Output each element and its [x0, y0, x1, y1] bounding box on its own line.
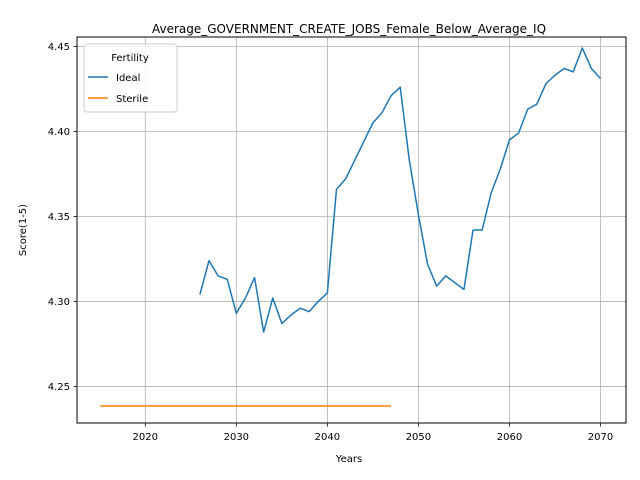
x-tick-label: 2050	[406, 432, 431, 443]
series-line-ideal	[199, 47, 602, 333]
y-tick-label: 4.25	[48, 382, 70, 393]
x-tick-label: 2040	[315, 432, 340, 443]
legend-title: Fertility	[111, 53, 149, 64]
x-axis-label: Years	[335, 454, 362, 465]
y-axis-label: Score(1-5)	[18, 204, 29, 256]
series-lines	[99, 47, 602, 407]
x-tick-label: 2060	[497, 432, 522, 443]
plot-frame	[76, 36, 627, 424]
legend-label-sterile: Sterile	[116, 94, 148, 105]
y-tick-label: 4.35	[48, 212, 70, 223]
legend-box	[83, 43, 178, 113]
legend-label-ideal: Ideal	[116, 73, 140, 84]
x-tick-label: 2070	[588, 432, 613, 443]
x-tick-label: 2020	[133, 432, 158, 443]
ticks: 2020 2030 2040 2050 2060 2070 4.25 4.30 4.35 4.40…	[48, 42, 613, 443]
y-tick-label: 4.40	[48, 127, 70, 138]
grid	[77, 37, 626, 423]
legend: Fertility Ideal Sterile	[83, 43, 178, 113]
y-tick-label: 4.45	[48, 42, 70, 53]
y-tick-label: 4.30	[48, 297, 70, 308]
chart-title: Average_GOVERNMENT_CREATE_JOBS_Female_Be…	[152, 22, 546, 36]
x-tick-label: 2030	[224, 432, 249, 443]
